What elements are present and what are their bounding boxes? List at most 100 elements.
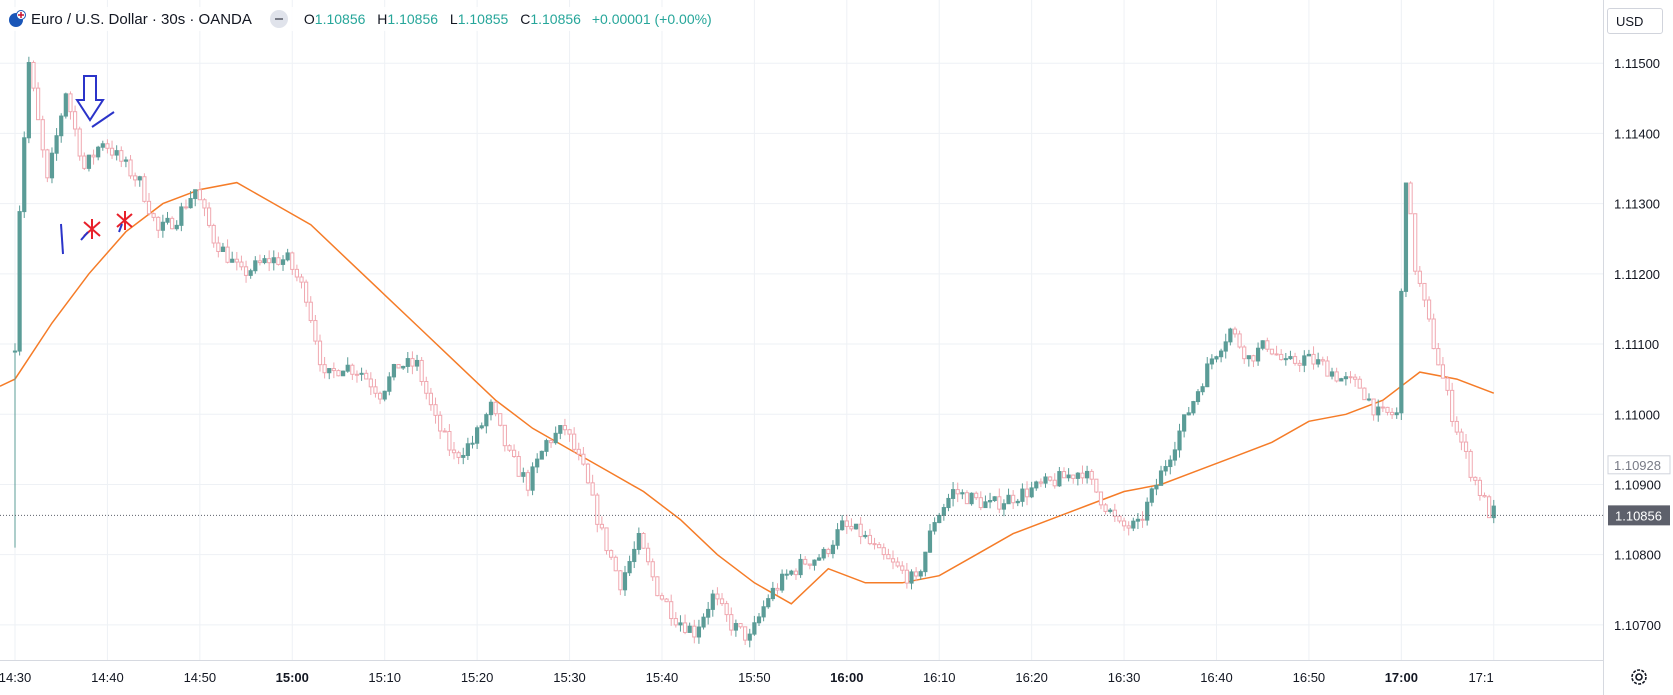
candle — [1251, 354, 1256, 368]
candle — [548, 438, 554, 448]
candle — [396, 363, 401, 369]
candle — [1357, 376, 1362, 389]
candle — [1006, 488, 1011, 505]
candle — [974, 491, 979, 500]
candle — [840, 515, 845, 531]
candle — [645, 542, 651, 566]
candle — [470, 435, 475, 449]
candle — [100, 140, 105, 151]
candle — [299, 273, 304, 289]
candle — [1232, 326, 1238, 338]
low-label: L — [449, 11, 458, 27]
candle — [590, 474, 595, 496]
price-tick-label: 1.11300 — [1614, 197, 1660, 212]
price-scale[interactable]: 1.10700 1.10800 1.10900 1.11000 1.11100 1.112… — [1614, 56, 1661, 633]
ma-price-label-text: 1.10928 — [1614, 458, 1661, 473]
candle — [414, 354, 420, 371]
candle — [511, 444, 517, 458]
candle — [410, 351, 415, 375]
trend-line-drawing[interactable] — [91, 111, 115, 128]
price-tick-label: 1.11000 — [1614, 407, 1660, 422]
candle — [271, 250, 276, 271]
candle — [331, 362, 336, 379]
candle — [1468, 449, 1473, 482]
candle — [498, 413, 503, 427]
currency-dropdown[interactable]: USD — [1607, 8, 1663, 34]
candle — [1163, 460, 1168, 476]
candle — [858, 517, 863, 545]
moving-average-line — [0, 181, 1495, 605]
candle — [946, 493, 951, 512]
candle — [1306, 349, 1312, 357]
time-tick-label: 15:20 — [461, 670, 494, 685]
candle — [40, 115, 45, 158]
candle — [322, 356, 327, 379]
price-tick-label: 1.10900 — [1614, 477, 1661, 492]
candle — [609, 549, 614, 560]
candle — [1001, 499, 1007, 517]
candle — [1052, 473, 1057, 489]
candle — [230, 251, 235, 263]
candle — [1269, 348, 1275, 356]
candle — [424, 376, 429, 400]
candle — [1366, 393, 1372, 402]
candle — [165, 211, 170, 225]
candle — [183, 199, 189, 210]
candle — [1075, 472, 1080, 486]
candle — [867, 528, 873, 546]
cross-marker-2[interactable] — [116, 211, 133, 233]
candle — [687, 622, 692, 633]
candle — [31, 60, 36, 92]
user-drawings[interactable] — [60, 75, 133, 255]
vertical-line-drawing[interactable] — [60, 223, 64, 255]
time-tick-label: 14:50 — [184, 670, 217, 685]
candle — [239, 255, 244, 271]
candle — [1246, 355, 1251, 367]
high-label: H — [377, 11, 388, 27]
candle — [1491, 499, 1496, 524]
candle — [105, 139, 110, 154]
candle — [197, 181, 202, 201]
candle — [1126, 521, 1131, 536]
candle — [641, 532, 646, 549]
down-arrow-drawing[interactable] — [75, 75, 105, 122]
candle — [220, 242, 226, 252]
candle — [1399, 288, 1404, 421]
minus-icon — [274, 18, 283, 20]
hide-legend-button[interactable] — [269, 10, 288, 28]
symbol-title[interactable]: Euro / U.S. Dollar · 30s · OANDA — [31, 10, 252, 28]
candle — [1140, 511, 1145, 528]
candle — [179, 202, 184, 232]
candle — [729, 607, 734, 636]
candle — [428, 387, 434, 411]
time-axis[interactable]: 14:30 14:40 14:50 15:00 15:10 15:20 15:30 15:40… — [0, 670, 1494, 685]
candle — [377, 391, 383, 405]
candle — [826, 547, 831, 558]
candle — [142, 173, 147, 203]
candle — [336, 369, 341, 377]
candle — [45, 148, 50, 183]
close-label: C — [520, 11, 531, 27]
candle — [502, 424, 507, 452]
candle — [1376, 399, 1381, 422]
candle — [622, 565, 628, 596]
candle — [863, 530, 868, 539]
candle — [225, 239, 230, 264]
symbol-legend: Euro / U.S. Dollar · 30s · OANDA O1.1085… — [8, 7, 712, 31]
candle — [206, 202, 212, 228]
candle — [253, 256, 258, 274]
candle — [914, 567, 919, 582]
price-tick-label: 1.11500 — [1614, 56, 1660, 71]
candle — [562, 418, 568, 436]
candle — [68, 91, 73, 120]
candle — [1158, 465, 1164, 486]
cross-marker-1[interactable] — [80, 219, 101, 241]
candle — [743, 626, 748, 645]
candle — [1292, 352, 1298, 366]
currency-flag-icon — [9, 10, 26, 27]
settings-gear-icon[interactable] — [1627, 665, 1651, 689]
candle — [1205, 357, 1210, 388]
candle — [96, 145, 101, 161]
candle — [451, 441, 457, 460]
